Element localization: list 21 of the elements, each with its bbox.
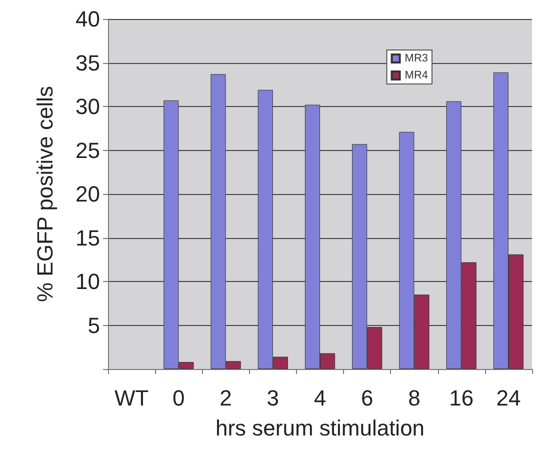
x-tick-label: 6 (360, 386, 374, 410)
legend-label: MR4 (404, 70, 428, 82)
x-tick-label: 16 (449, 386, 474, 410)
y-tick-label: 10 (76, 269, 100, 294)
legend-label: MR3 (404, 52, 428, 64)
x-tick-label: 4 (314, 386, 326, 410)
y-tick-label: 20 (76, 182, 100, 206)
x-tick-label: 24 (496, 386, 521, 410)
y-tick-label: 30 (76, 94, 100, 119)
x-tick-label: 0 (172, 386, 185, 410)
x-axis-title: hrs serum stimulation (215, 416, 425, 440)
y-tick-label: 25 (76, 138, 100, 163)
y-tick-label: 40 (76, 6, 100, 32)
y-tick-label: 15 (76, 225, 100, 250)
x-tick-label: 2 (220, 386, 232, 410)
y-axis-title: % EGFP positive cells (32, 86, 58, 302)
x-tick-label: 8 (408, 386, 420, 410)
y-tick-label: 35 (76, 50, 100, 76)
x-tick-label: WT (114, 386, 149, 410)
y-tick-label: 5 (88, 312, 100, 338)
x-tick-label: 3 (266, 386, 280, 410)
